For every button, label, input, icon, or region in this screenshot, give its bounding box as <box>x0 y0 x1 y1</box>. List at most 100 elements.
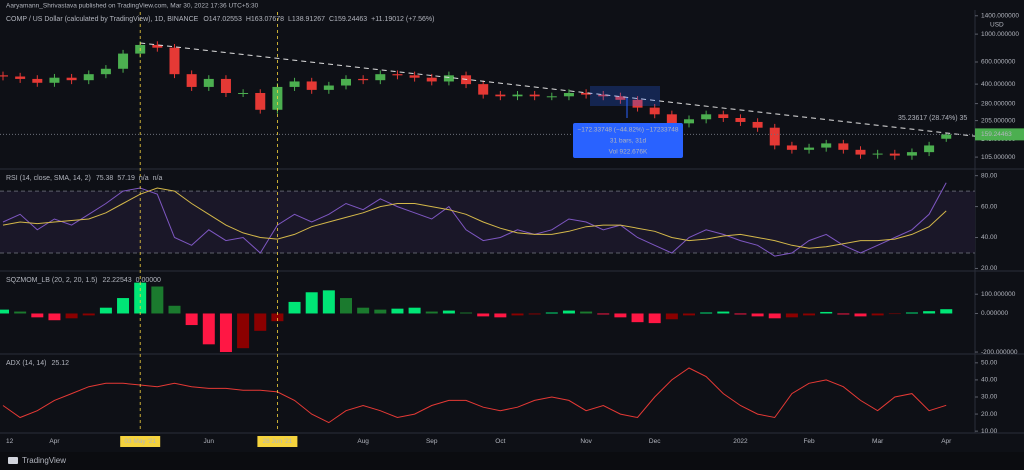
candle-body <box>649 107 660 115</box>
x-tick-label: Aug <box>357 438 369 445</box>
y-tick-label: 60.00 <box>981 203 998 210</box>
legend-value: +11.19012 (+7.56%) <box>371 16 434 23</box>
candle-body <box>66 77 77 81</box>
legend-value: 22.22543 <box>102 277 131 284</box>
candle-body <box>906 152 917 156</box>
x-tick-label: Apr <box>941 438 952 445</box>
candle-body <box>289 81 300 87</box>
pane-title: ADX (14, 14) <box>6 360 46 367</box>
histogram-bar <box>734 313 747 315</box>
histogram-bar <box>648 313 661 324</box>
x-tick-label: 2022 <box>733 438 748 445</box>
candle-body <box>666 114 677 124</box>
histogram-bar <box>460 312 473 314</box>
histogram-bar <box>940 309 953 314</box>
histogram-bar <box>99 307 112 314</box>
candle-body <box>443 75 454 82</box>
histogram-bar <box>837 313 850 315</box>
histogram-bar <box>888 313 901 315</box>
line-series <box>2 367 947 424</box>
candle-body <box>701 114 712 120</box>
histogram-bar <box>854 313 867 317</box>
legend-value: L138.91267 <box>288 16 325 23</box>
candle-body <box>546 96 557 98</box>
histogram-bar <box>597 313 610 315</box>
candle-body <box>889 153 900 156</box>
candle-body <box>786 145 797 150</box>
y-tick-label: 105.000000 <box>981 154 1016 161</box>
candle-body <box>718 114 729 119</box>
candle-body <box>426 77 437 82</box>
histogram-bar <box>717 311 730 314</box>
y-tick-label: -200.000000 <box>981 349 1018 356</box>
candle-body <box>375 74 386 81</box>
x-tick-label: Sep <box>426 438 438 445</box>
legend-value: n/a <box>153 175 163 182</box>
y-tick-label: 600.000000 <box>981 59 1016 66</box>
x-tick-label: Apr <box>49 438 60 445</box>
histogram-bar <box>65 313 78 319</box>
y-tick-label: 80.00 <box>981 172 998 179</box>
trend-label: 35.23617 (28.74%) 35 <box>898 115 967 122</box>
histogram-bar <box>803 313 816 316</box>
candle-body <box>495 94 506 97</box>
histogram-bar <box>545 312 558 314</box>
x-tick-label: 03 May '21 <box>124 438 156 445</box>
candle-body <box>684 119 694 124</box>
candle-body <box>581 92 592 95</box>
y-tick-label: 40.00 <box>981 377 998 384</box>
candle-body <box>323 85 334 90</box>
histogram-bar <box>700 312 713 314</box>
plot-area: 35.23617 (28.74%) 35 <box>0 41 975 424</box>
candle-body <box>392 74 403 76</box>
x-tick-label: Dec <box>649 438 661 445</box>
candle-body <box>478 84 489 95</box>
histogram-bar <box>905 312 918 314</box>
histogram-bar <box>923 311 936 314</box>
x-tick-label: 28 Jun '21 <box>263 438 293 445</box>
candle-body <box>152 44 163 48</box>
candle-body <box>735 118 746 122</box>
candle-body <box>203 78 214 87</box>
candle-body <box>15 76 26 79</box>
last-price-label: 159.24463 <box>981 131 1012 138</box>
candle-body <box>632 99 643 108</box>
candle-body <box>804 147 815 150</box>
last-price-tag <box>975 128 1024 141</box>
date-highlight <box>257 436 298 447</box>
footer: TradingView <box>0 452 1024 470</box>
x-tick-label: 12 <box>6 438 14 445</box>
footer-bar <box>0 452 1024 470</box>
histogram-bar <box>357 307 370 314</box>
legend-value: 0.00000 <box>136 277 161 284</box>
candle-body <box>598 94 609 97</box>
legend-value: 75.38 <box>96 175 114 182</box>
histogram-bar <box>82 313 95 316</box>
candle-body <box>855 149 866 155</box>
candle-body <box>32 78 43 83</box>
histogram-bar <box>665 313 678 320</box>
candle-body <box>49 77 60 83</box>
y-tick-label: 10.00 <box>981 428 998 435</box>
pane-title: RSI (14, close, SMA, 14, 2) <box>6 175 91 182</box>
candle-body <box>118 53 129 69</box>
candle-body <box>529 94 540 97</box>
histogram-bar <box>322 290 335 314</box>
y-tick-label: 280.000000 <box>981 100 1016 107</box>
band-fill <box>0 191 975 253</box>
legend-value: C159.24463 <box>329 16 367 23</box>
histogram-bar <box>631 313 644 323</box>
y-tick-label: 1400.000000 <box>981 12 1019 19</box>
candle-body <box>186 74 197 87</box>
histogram-bar <box>580 311 593 314</box>
candle-body <box>306 81 317 90</box>
y-tick-label: 50.00 <box>981 360 998 367</box>
histogram-bar <box>511 313 524 316</box>
candle-body <box>169 47 180 75</box>
histogram-bar <box>151 286 164 314</box>
histogram-bar <box>528 313 541 315</box>
legend-value: 25.12 <box>51 360 69 367</box>
measure-text: 31 bars, 31d <box>610 138 647 145</box>
candle-body <box>238 92 249 94</box>
histogram-bar <box>494 313 507 318</box>
